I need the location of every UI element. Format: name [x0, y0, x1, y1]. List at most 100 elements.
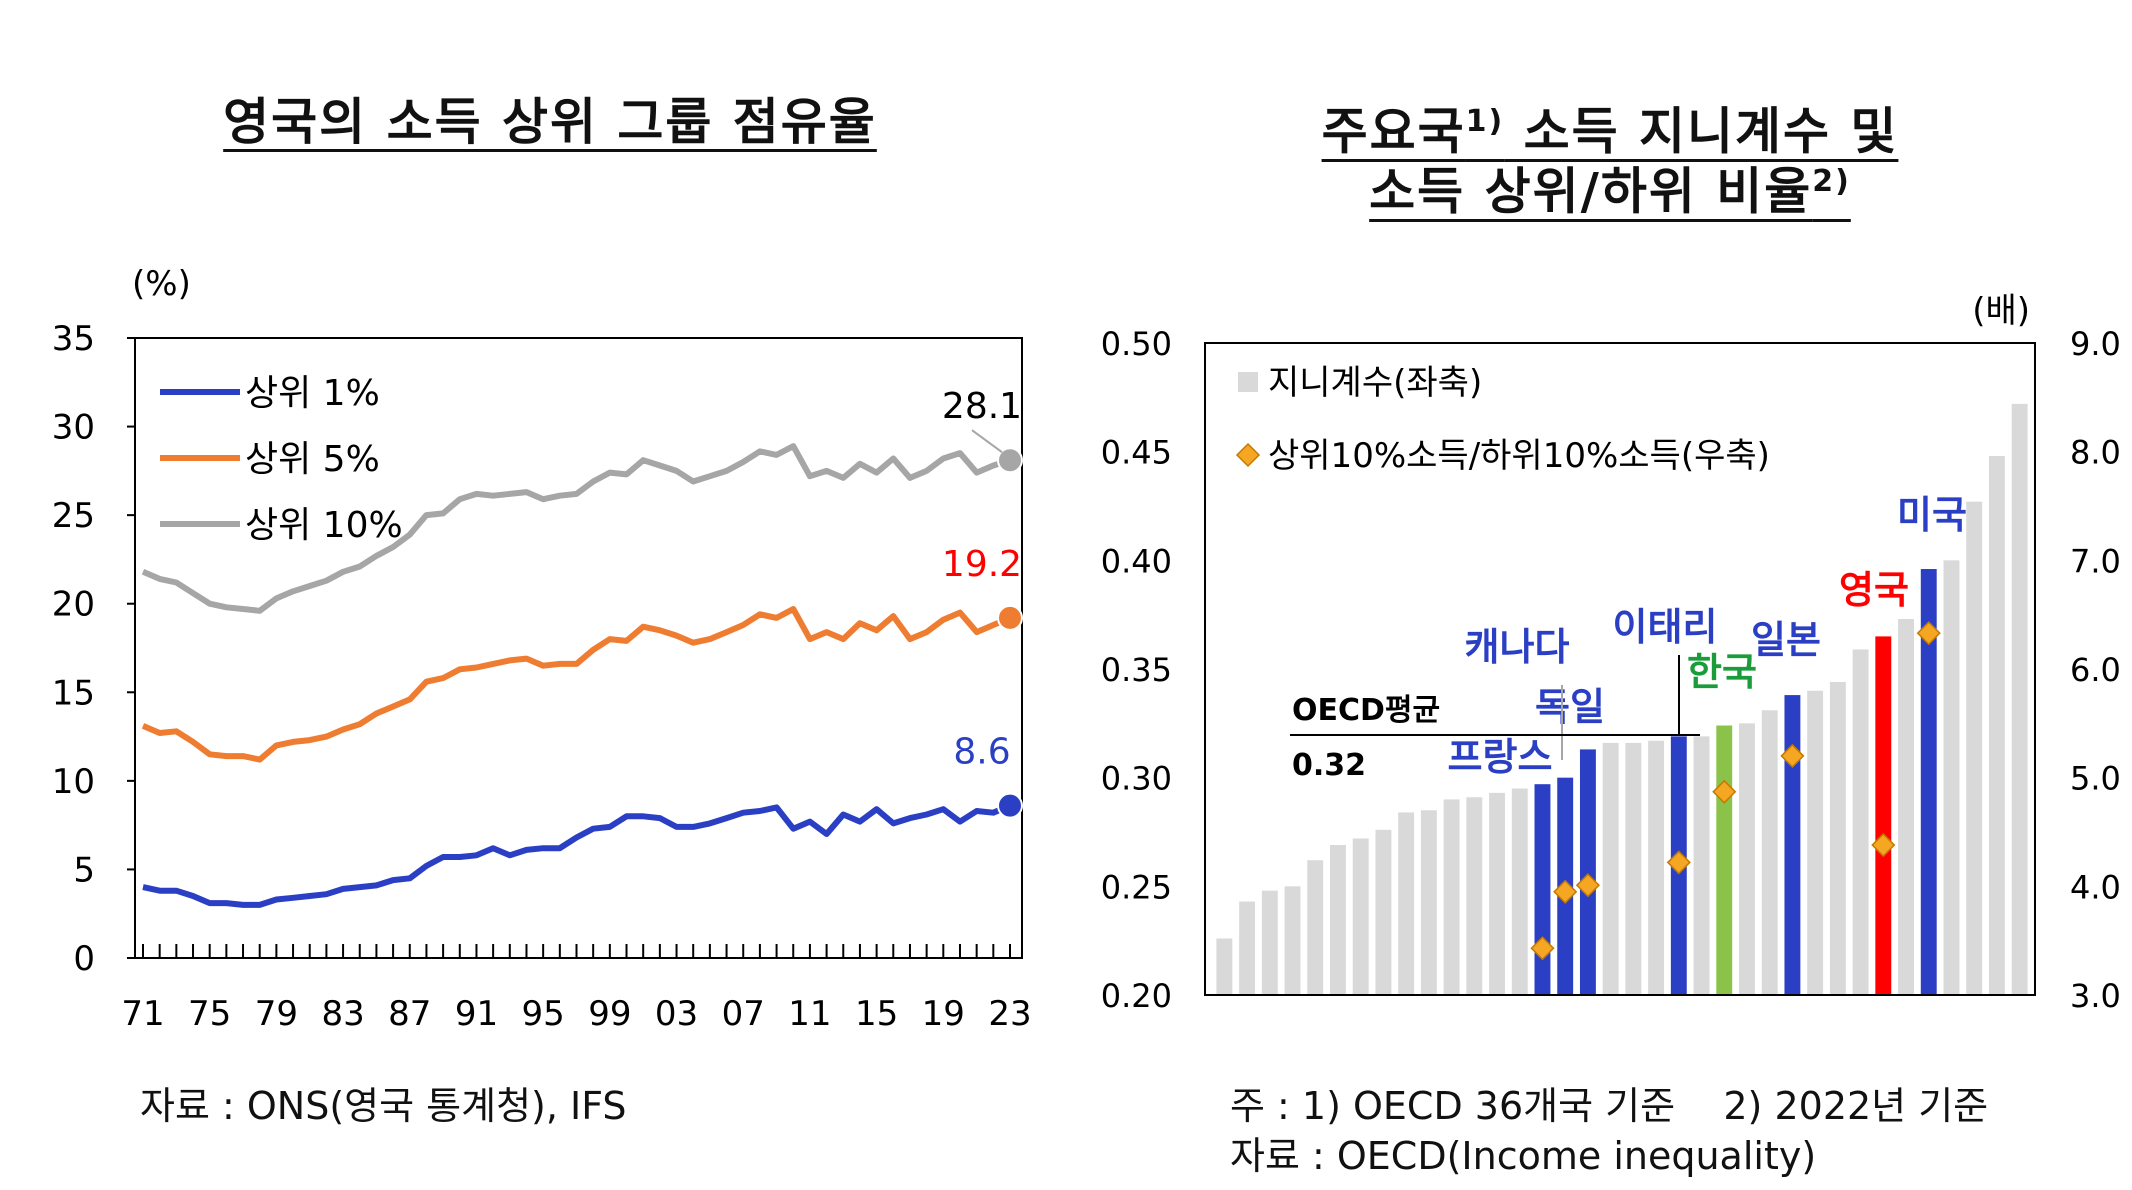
gini-bar: [1852, 649, 1869, 995]
country-label: 캐나다: [1465, 625, 1570, 669]
left-x-tick-label: 03: [655, 994, 698, 1034]
left-series-line: [142, 802, 1012, 908]
country-label: 일본: [1751, 618, 1821, 662]
right-legend-label: 상위10%소득/하위10%소득(우축): [1268, 436, 1770, 476]
right-legend-swatch-bar: [1238, 372, 1258, 392]
gini-bar: [1284, 886, 1301, 995]
gini-bar: [1239, 901, 1256, 995]
right-right-axis-tick-label: 8.0: [2070, 434, 2121, 472]
left-series-end-point: [997, 792, 1023, 819]
ratio-marker: [1666, 850, 1691, 875]
oecd-average-label: OECD평균: [1292, 693, 1440, 728]
left-x-tick-label: 15: [855, 994, 898, 1034]
left-x-tick-label: 19: [922, 994, 965, 1034]
left-x-tick-label: 75: [188, 994, 231, 1034]
oecd-average-value: 0.32: [1292, 748, 1366, 783]
ratio-marker: [1530, 936, 1555, 961]
gini-bar: [1466, 797, 1483, 995]
left-source: 자료 : ONS(영국 통계청), IFS: [140, 1084, 627, 1128]
gini-bar: [1511, 788, 1528, 995]
country-label: 영국: [1839, 568, 1909, 612]
right-left-axis-tick-label: 0.40: [1101, 542, 1172, 580]
right-chart-title-line1: 주요국1) 소득 지니계수 및: [1321, 102, 1899, 161]
right-right-axis-tick-label: 4.0: [2070, 868, 2121, 906]
left-y-tick-label: 0: [73, 939, 95, 979]
left-series-end-label: 8.6: [953, 732, 1010, 773]
left-y-tick-label: 30: [52, 408, 95, 448]
ratio-marker: [1712, 779, 1737, 804]
gini-bar: [1875, 636, 1892, 995]
right-left-axis-tick-label: 0.25: [1101, 868, 1172, 906]
left-y-tick-label: 25: [52, 496, 95, 536]
left-x-tick-label: 71: [121, 994, 164, 1034]
right-left-axis-tick-label: 0.35: [1101, 651, 1172, 689]
gini-bar: [1693, 736, 1710, 995]
gini-bar: [1443, 799, 1460, 995]
right-left-axis-tick-label: 0.45: [1101, 434, 1172, 472]
gini-bar: [1330, 845, 1346, 995]
left-legend-label: 상위 10%: [245, 505, 403, 546]
country-label: 한국: [1687, 650, 1757, 694]
left-series-line: [141, 443, 1011, 614]
gini-bar: [1784, 695, 1801, 995]
left-legend-label: 상위 5%: [245, 439, 380, 480]
gini-bar: [1898, 619, 1914, 995]
gini-bar: [1375, 829, 1392, 995]
gini-bar: [1602, 742, 1619, 995]
gini-bar: [1352, 838, 1369, 995]
left-x-tick-label: 91: [455, 994, 498, 1034]
right-right-axis-tick-label: 6.0: [2070, 651, 2121, 689]
left-end-label-leader: [971, 429, 1003, 454]
gini-bar: [1988, 456, 2005, 996]
ratio-marker: [1916, 621, 1941, 646]
left-x-tick-label: 07: [722, 994, 765, 1034]
left-x-tick-label: 11: [788, 994, 831, 1034]
country-label: 미국: [1897, 493, 1967, 537]
right-right-axis-tick-label: 7.0: [2070, 542, 2121, 580]
gini-bar: [1307, 860, 1324, 995]
gini-bar: [1625, 742, 1642, 995]
right-left-axis-tick-label: 0.30: [1101, 760, 1172, 798]
right-right-axis-tick-label: 3.0: [2070, 977, 2121, 1015]
gini-bar: [1398, 812, 1415, 995]
country-label: 프랑스: [1448, 735, 1553, 779]
gini-bar: [1648, 740, 1665, 995]
gini-bar: [1534, 784, 1551, 995]
gini-bar: [1261, 890, 1278, 995]
left-y-tick-label: 5: [73, 850, 95, 890]
left-y-tick-label: 35: [52, 319, 95, 359]
left-chart-title: 영국의 소득 상위 그룹 점유율: [223, 93, 877, 151]
gini-bar: [1920, 569, 1937, 995]
ratio-marker: [1553, 879, 1578, 904]
gini-bar: [1966, 501, 1983, 995]
left-series-end-label: 19.2: [942, 544, 1022, 585]
gini-bar: [2011, 403, 2028, 995]
left-x-tick-label: 99: [588, 994, 631, 1034]
right-source: 자료 : OECD(Income inequality): [1230, 1134, 1817, 1178]
gini-bar: [1579, 749, 1596, 995]
left-x-tick-label: 23: [988, 994, 1031, 1034]
gini-bar: [1761, 710, 1778, 995]
right-left-axis-tick-label: 0.20: [1101, 977, 1172, 1015]
left-series-end-point: [997, 447, 1023, 474]
gini-bar: [1829, 682, 1846, 995]
left-y-tick-label: 20: [52, 585, 95, 625]
left-y-tick-label: 10: [52, 762, 95, 802]
left-y-axis-label: (%): [132, 264, 191, 304]
left-series-line: [141, 606, 1012, 763]
ratio-marker: [1780, 743, 1805, 768]
right-legend-label: 지니계수(좌축): [1268, 363, 1482, 403]
right-right-axis-unit: (배): [1972, 291, 2030, 331]
right-chart-title-line2: 소득 상위/하위 비율2): [1369, 162, 1851, 221]
ratio-marker: [1575, 873, 1600, 898]
gini-bar: [1739, 723, 1755, 995]
right-note: 주 : 1) OECD 36개국 기준 2) 2022년 기준: [1230, 1084, 1989, 1128]
left-x-tick-label: 95: [522, 994, 565, 1034]
right-left-axis-tick-label: 0.50: [1101, 325, 1172, 363]
right-right-axis-tick-label: 5.0: [2070, 760, 2121, 798]
ratio-marker: [1871, 832, 1896, 858]
gini-bar: [1807, 690, 1824, 995]
left-series-end-point: [997, 604, 1023, 631]
right-right-axis-tick-label: 9.0: [2070, 325, 2121, 363]
